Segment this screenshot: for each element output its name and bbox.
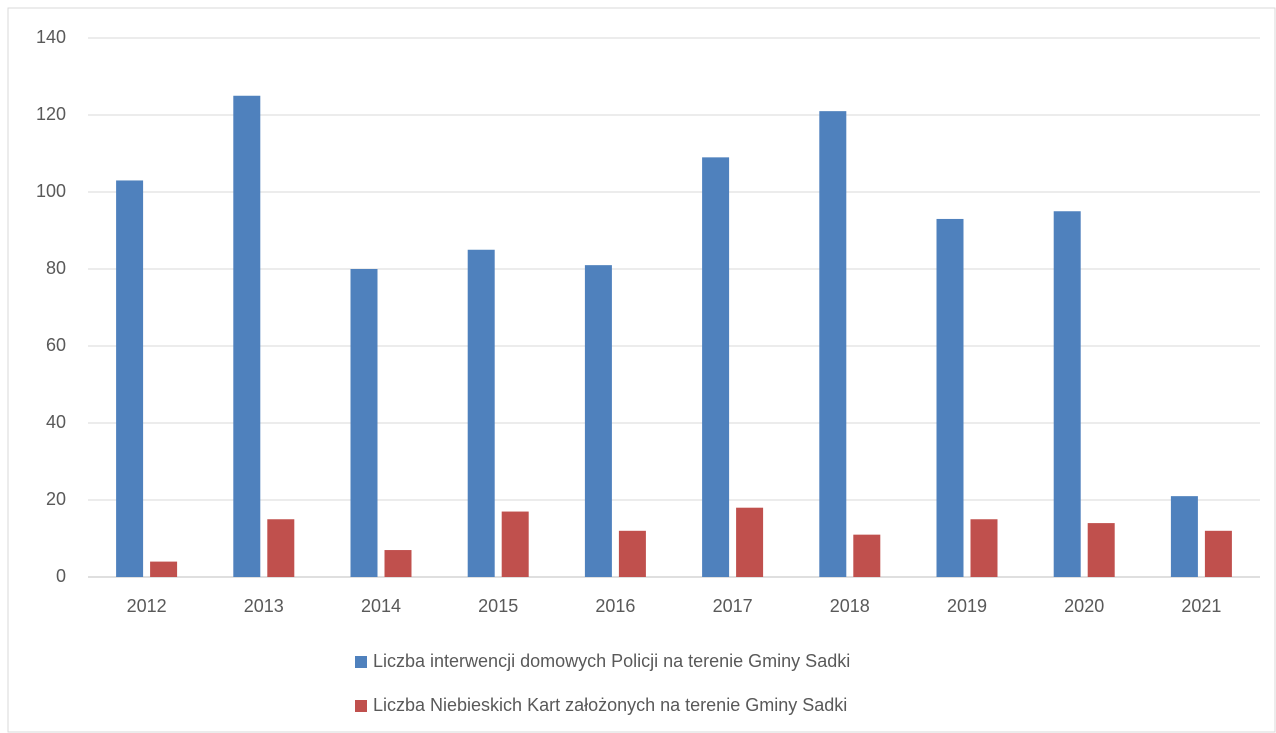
bar <box>116 180 144 577</box>
bar <box>936 218 964 577</box>
bar <box>702 157 730 577</box>
y-tick-label: 100 <box>36 181 66 201</box>
x-tick-label: 2013 <box>244 596 284 616</box>
bar <box>1204 530 1232 577</box>
bar <box>853 534 881 577</box>
x-tick-label: 2014 <box>361 596 401 616</box>
y-tick-label: 80 <box>46 258 66 278</box>
legend-swatch <box>355 656 367 668</box>
bar <box>384 550 412 577</box>
y-tick-label: 40 <box>46 412 66 432</box>
y-tick-label: 20 <box>46 489 66 509</box>
legend-label: Liczba Niebieskich Kart założonych na te… <box>373 695 847 715</box>
bar <box>584 265 612 577</box>
legend-swatch <box>355 700 367 712</box>
bar <box>467 249 495 577</box>
x-tick-label: 2012 <box>127 596 167 616</box>
legend-label: Liczba interwencji domowych Policji na t… <box>373 651 850 671</box>
x-tick-label: 2017 <box>713 596 753 616</box>
x-tick-label: 2015 <box>478 596 518 616</box>
x-tick-label: 2019 <box>947 596 987 616</box>
bar <box>1170 496 1198 577</box>
y-tick-label: 140 <box>36 27 66 47</box>
y-tick-label: 0 <box>56 566 66 586</box>
bar <box>233 95 261 577</box>
x-tick-label: 2021 <box>1181 596 1221 616</box>
x-tick-label: 2020 <box>1064 596 1104 616</box>
bar <box>1087 523 1115 577</box>
bar <box>1053 211 1081 577</box>
x-tick-label: 2018 <box>830 596 870 616</box>
x-tick-label: 2016 <box>595 596 635 616</box>
chart-frame <box>7 7 1276 733</box>
bar <box>618 530 646 577</box>
bar <box>819 111 847 578</box>
bar <box>150 561 178 577</box>
y-tick-label: 120 <box>36 104 66 124</box>
bar <box>501 511 529 577</box>
bar <box>736 507 764 577</box>
bar <box>267 519 295 577</box>
bar <box>350 269 378 577</box>
y-tick-label: 60 <box>46 335 66 355</box>
bar <box>970 519 998 577</box>
